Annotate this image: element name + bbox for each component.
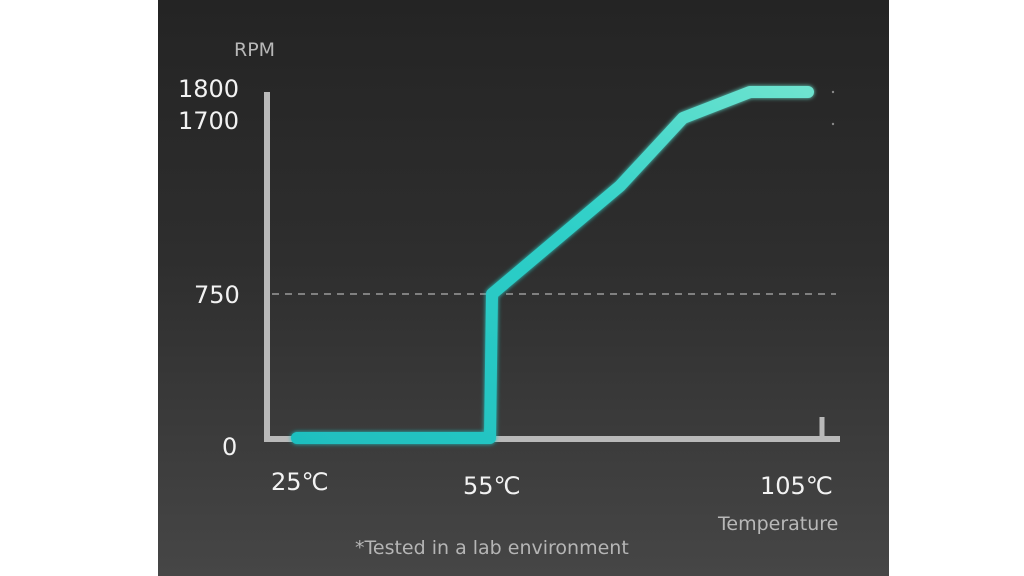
y-axis-label: RPM (234, 39, 275, 61)
x-tick-105: 105℃ (760, 472, 833, 500)
footnote: *Tested in a lab environment (355, 537, 629, 559)
y-tick-0: 0 (222, 433, 237, 461)
marker-1800 (831, 90, 835, 94)
fan-speed-line (291, 86, 814, 444)
y-tick-1800: 1800 (178, 75, 239, 103)
y-tick-750: 750 (194, 281, 240, 309)
y-tick-1700: 1700 (178, 107, 239, 135)
x-tick-55: 55℃ (463, 472, 521, 500)
x-axis-label: Temperature (717, 513, 838, 535)
marker-1700 (831, 122, 835, 126)
x-tick-25: 25℃ (271, 468, 329, 496)
